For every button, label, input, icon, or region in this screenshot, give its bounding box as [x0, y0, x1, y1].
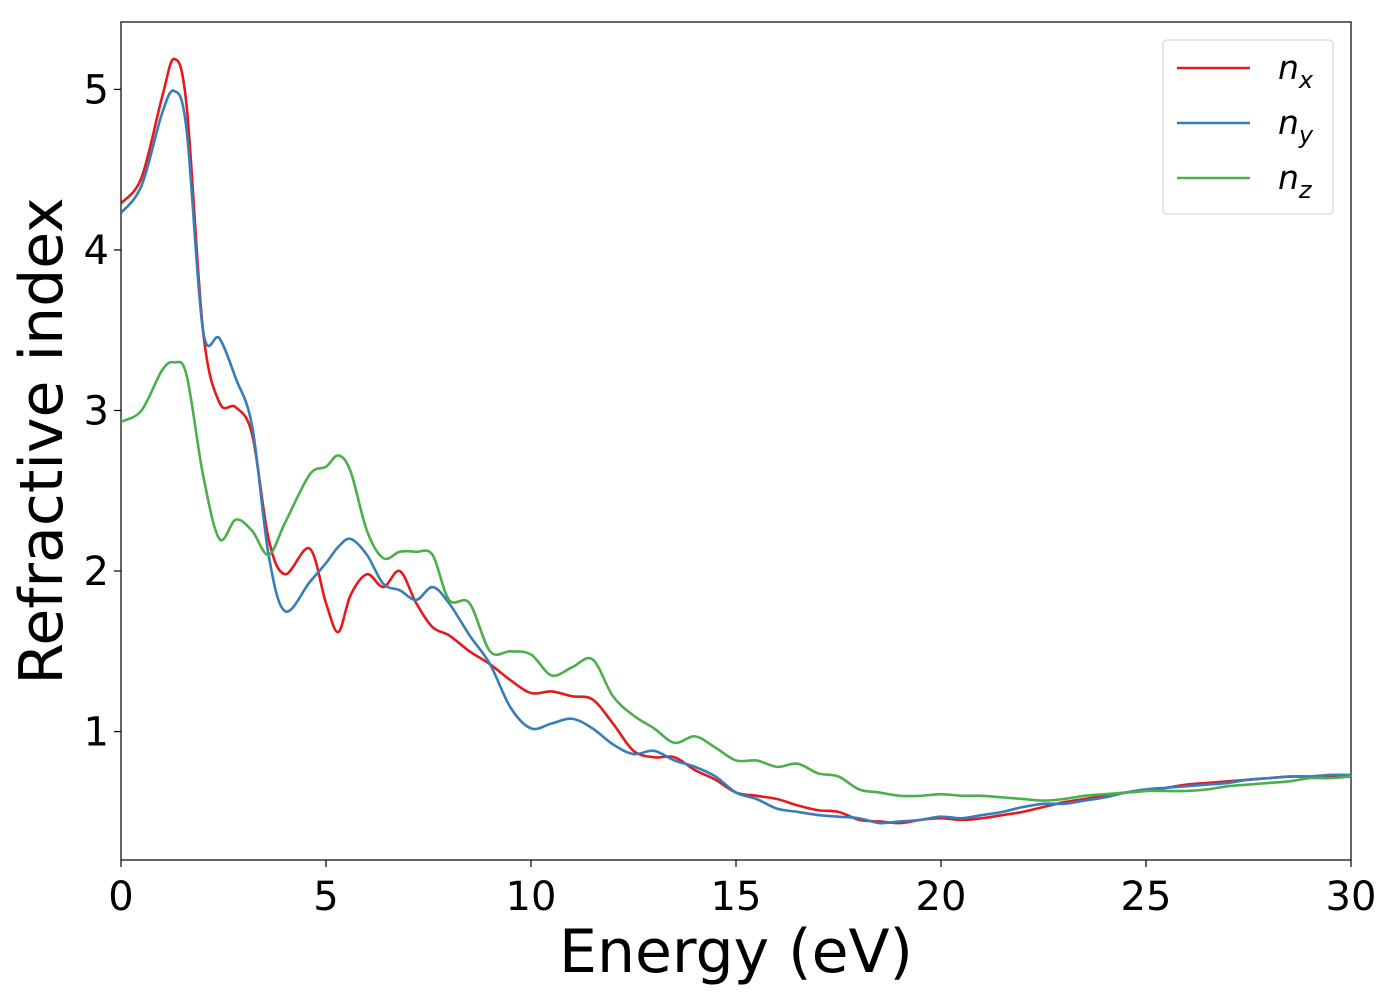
legend-label-y: ny	[1278, 103, 1314, 149]
x-tick-label: 15	[711, 874, 762, 920]
x-tick-label: 25	[1121, 874, 1172, 920]
legend-label-z: nz	[1278, 158, 1313, 204]
x-tick-label: 5	[313, 874, 338, 920]
series-lines	[121, 57, 1351, 825]
y-tick-label: 5	[84, 67, 109, 113]
legend: nx ny nz	[1162, 39, 1334, 215]
series-line-z	[121, 360, 1351, 802]
axis-ticks: 0 5 10 15 20 25 30 1 2 3 4 5	[84, 67, 1377, 920]
legend-label-x: nx	[1278, 48, 1314, 94]
y-tick-label: 1	[84, 710, 109, 756]
x-tick-label: 0	[108, 874, 133, 920]
y-tick-label: 3	[84, 388, 109, 434]
legend-box	[1162, 39, 1334, 215]
y-tick-label: 4	[84, 228, 109, 274]
plot-area	[120, 21, 1352, 861]
y-tick-label: 2	[84, 549, 109, 595]
x-axis-label: Energy (eV)	[559, 917, 913, 987]
x-tick-label: 30	[1326, 874, 1377, 920]
x-tick-label: 10	[506, 874, 557, 920]
x-tick-label: 20	[916, 874, 967, 920]
y-axis-label: Refractive index	[7, 197, 77, 684]
